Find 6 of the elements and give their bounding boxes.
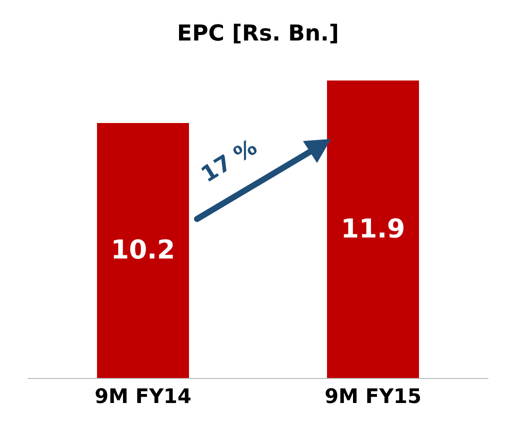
chart-title: EPC [Rs. Bn.] [177,22,339,46]
x-tick-label: 9M FY15 [324,384,422,408]
data-label: 11.9 [340,214,406,244]
annotation: 17 % [197,135,262,188]
data-label: 10.2 [110,236,176,266]
x-tick-label: 9M FY14 [94,384,192,408]
